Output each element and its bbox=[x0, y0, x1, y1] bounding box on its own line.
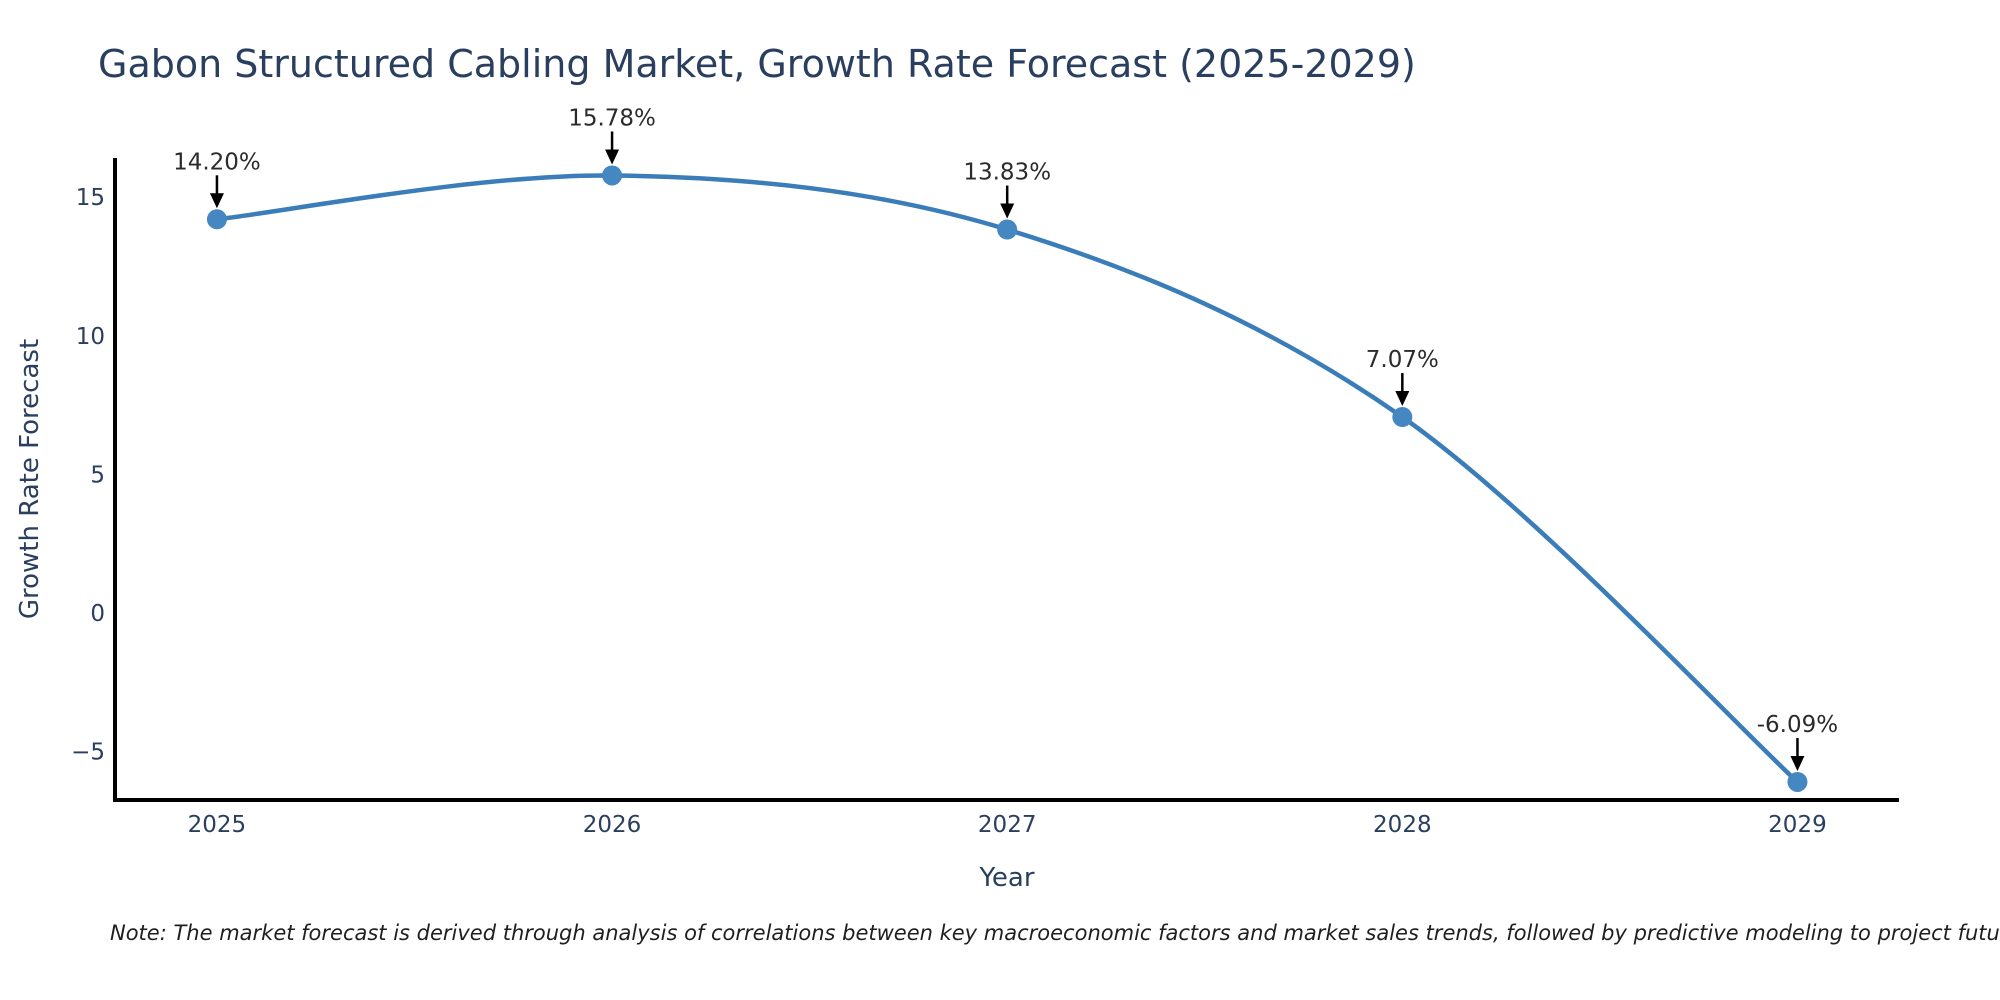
x-axis-title: Year bbox=[978, 863, 1034, 893]
y-axis-title: Growth Rate Forecast bbox=[15, 339, 45, 619]
x-tick-label: 2026 bbox=[583, 812, 642, 838]
y-tick-label: 0 bbox=[90, 601, 105, 627]
annotation-arrow-head bbox=[1000, 203, 1015, 219]
data-point-label: 14.20% bbox=[173, 149, 261, 175]
x-tick-label: 2025 bbox=[188, 812, 247, 838]
data-point-marker bbox=[1787, 771, 1808, 792]
data-point-label: 15.78% bbox=[568, 105, 656, 131]
data-point-label: -6.09% bbox=[1757, 712, 1838, 738]
data-point-label: 13.83% bbox=[963, 160, 1051, 186]
data-point-label: 7.07% bbox=[1366, 347, 1439, 373]
data-point-marker bbox=[206, 209, 227, 230]
forecast-line bbox=[216, 173, 1800, 784]
annotation-arrow-head bbox=[209, 193, 224, 209]
annotation-arrow-head bbox=[605, 149, 620, 165]
y-tick-label: 5 bbox=[90, 462, 105, 488]
footnote: Note: The market forecast is derived thr… bbox=[110, 921, 2000, 945]
y-tick-label: −5 bbox=[71, 740, 105, 766]
data-point-marker bbox=[997, 219, 1018, 240]
data-point-marker bbox=[602, 165, 623, 186]
x-tick-label: 2028 bbox=[1373, 812, 1432, 838]
y-tick-label: 10 bbox=[76, 324, 105, 350]
chart-title: Gabon Structured Cabling Market, Growth … bbox=[98, 42, 1416, 86]
y-tick-label: 15 bbox=[76, 185, 105, 211]
annotation-arrow-head bbox=[1395, 391, 1410, 407]
annotation-arrow-head bbox=[1790, 755, 1805, 771]
data-point-marker bbox=[1392, 407, 1413, 428]
x-tick-label: 2029 bbox=[1768, 812, 1827, 838]
x-tick-label: 2027 bbox=[978, 812, 1037, 838]
